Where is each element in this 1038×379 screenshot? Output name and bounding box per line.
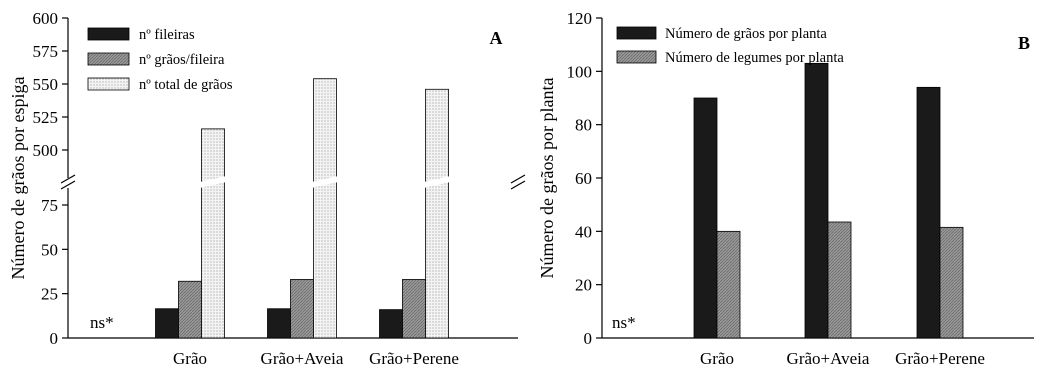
y-tick-label-a: 525 [33, 108, 59, 127]
legend-label-n-graos-fileira: nº grãos/fileira [139, 52, 225, 68]
bar-n-fileiras-grao-perene [379, 309, 403, 339]
annotation-b: ns* [612, 313, 636, 332]
legend-swatch-n-graos-fileira [87, 52, 130, 66]
y-tick-label-a: 600 [33, 9, 59, 28]
y-tick-label-a: 50 [41, 240, 58, 259]
chart-panel-b: 0 20 40 60 80 100 120 Grão Grão+Aveia Grão+Perene… [537, 9, 1034, 368]
bar-n-fileiras-grao [155, 308, 179, 339]
bar-numero-de-graos-por-planta-grao-aveia [804, 62, 829, 339]
y-tick-label-a: 500 [33, 141, 59, 160]
bar-numero-de-graos-por-planta-grao [693, 97, 718, 339]
bar-n-graos-fileira-grao [178, 280, 202, 339]
x-tick-label-a: Grão+Aveia [261, 349, 344, 368]
bar-n-graos-fileira-grao-perene [402, 279, 426, 339]
bars-b [693, 62, 964, 339]
x-tick-label-a: Grão [173, 349, 207, 368]
legend-label-numero-de-legumes-por-planta: Número de legumes por planta [665, 50, 844, 66]
bar-n-total-de-graos-grao-aveia [313, 78, 337, 339]
y-axis-label-a: Número de grãos por espiga [8, 77, 28, 280]
bar-n-total-de-graos-grao [201, 128, 225, 339]
y-axis-label-b: Número de grãos por planta [537, 78, 557, 279]
annotation-a: ns* [90, 313, 114, 332]
axis-break-mark-right-a [510, 174, 526, 190]
y-tick-label-b: 100 [567, 62, 593, 81]
bar-break-gap [423, 176, 451, 188]
axis-break-mark-left-a [60, 174, 76, 190]
panel-letter-a: A [490, 28, 503, 48]
legend-label-numero-de-graos-por-planta: Número de grãos por planta [665, 26, 827, 42]
legend-label-n-total-de-graos: nº total de grãos [139, 77, 233, 93]
y-tick-label-b: 40 [575, 222, 592, 241]
bar-n-fileiras-grao-aveia [267, 308, 291, 339]
y-tick-label-a: 550 [33, 75, 59, 94]
bars-a [155, 78, 451, 339]
bar-n-total-de-graos-grao-perene [425, 88, 449, 339]
y-tick-label-b: 60 [575, 169, 592, 188]
y-tick-label-a: 25 [41, 285, 58, 304]
x-tick-label-b: Grão+Perene [895, 349, 985, 368]
bar-numero-de-legumes-por-planta-grao-perene [939, 226, 964, 339]
x-tick-label-a: Grão+Perene [369, 349, 459, 368]
y-tick-label-b: 80 [575, 116, 592, 135]
axes-a: 0 25 50 75 500 525 550 575 600 Grão Grão+Aveia Grão… [33, 9, 526, 368]
panel-letter-b: B [1018, 33, 1030, 53]
chart-panel-a: 0 25 50 75 500 525 550 575 600 Grão Grão+Aveia Grão… [8, 9, 526, 368]
y-tick-label-a: 0 [50, 329, 59, 348]
y-tick-label-a: 575 [33, 42, 59, 61]
y-tick-label-b: 20 [575, 276, 592, 295]
y-tick-label-a: 75 [41, 196, 58, 215]
y-tick-label-b: 0 [584, 329, 593, 348]
legend-swatch-n-fileiras [87, 27, 130, 41]
legend-swatch-n-total-de-graos [87, 77, 130, 91]
bar-numero-de-legumes-por-planta-grao-aveia [827, 221, 852, 339]
y-tick-label-b: 120 [567, 9, 593, 28]
x-tick-label-b: Grão [700, 349, 734, 368]
legend-b: Número de grãos por planta Número de legu… [616, 26, 844, 66]
axes-b: 0 20 40 60 80 100 120 Grão Grão+Aveia Grão+Perene [567, 9, 1034, 368]
x-tick-label-b: Grão+Aveia [787, 349, 870, 368]
bar-numero-de-legumes-por-planta-grao [716, 230, 741, 339]
legend-label-n-fileiras: nº fileiras [139, 27, 195, 43]
bar-numero-de-graos-por-planta-grao-perene [916, 86, 941, 339]
legend-a: nº fileiras nº grãos/fileira nº total de g… [87, 27, 233, 93]
bar-n-graos-fileira-grao-aveia [290, 279, 314, 339]
legend-swatch-numero-de-legumes-por-planta [616, 50, 657, 64]
legend-swatch-numero-de-graos-por-planta [616, 26, 657, 40]
bar-break-gap [311, 176, 339, 188]
bar-break-gap [199, 176, 227, 188]
